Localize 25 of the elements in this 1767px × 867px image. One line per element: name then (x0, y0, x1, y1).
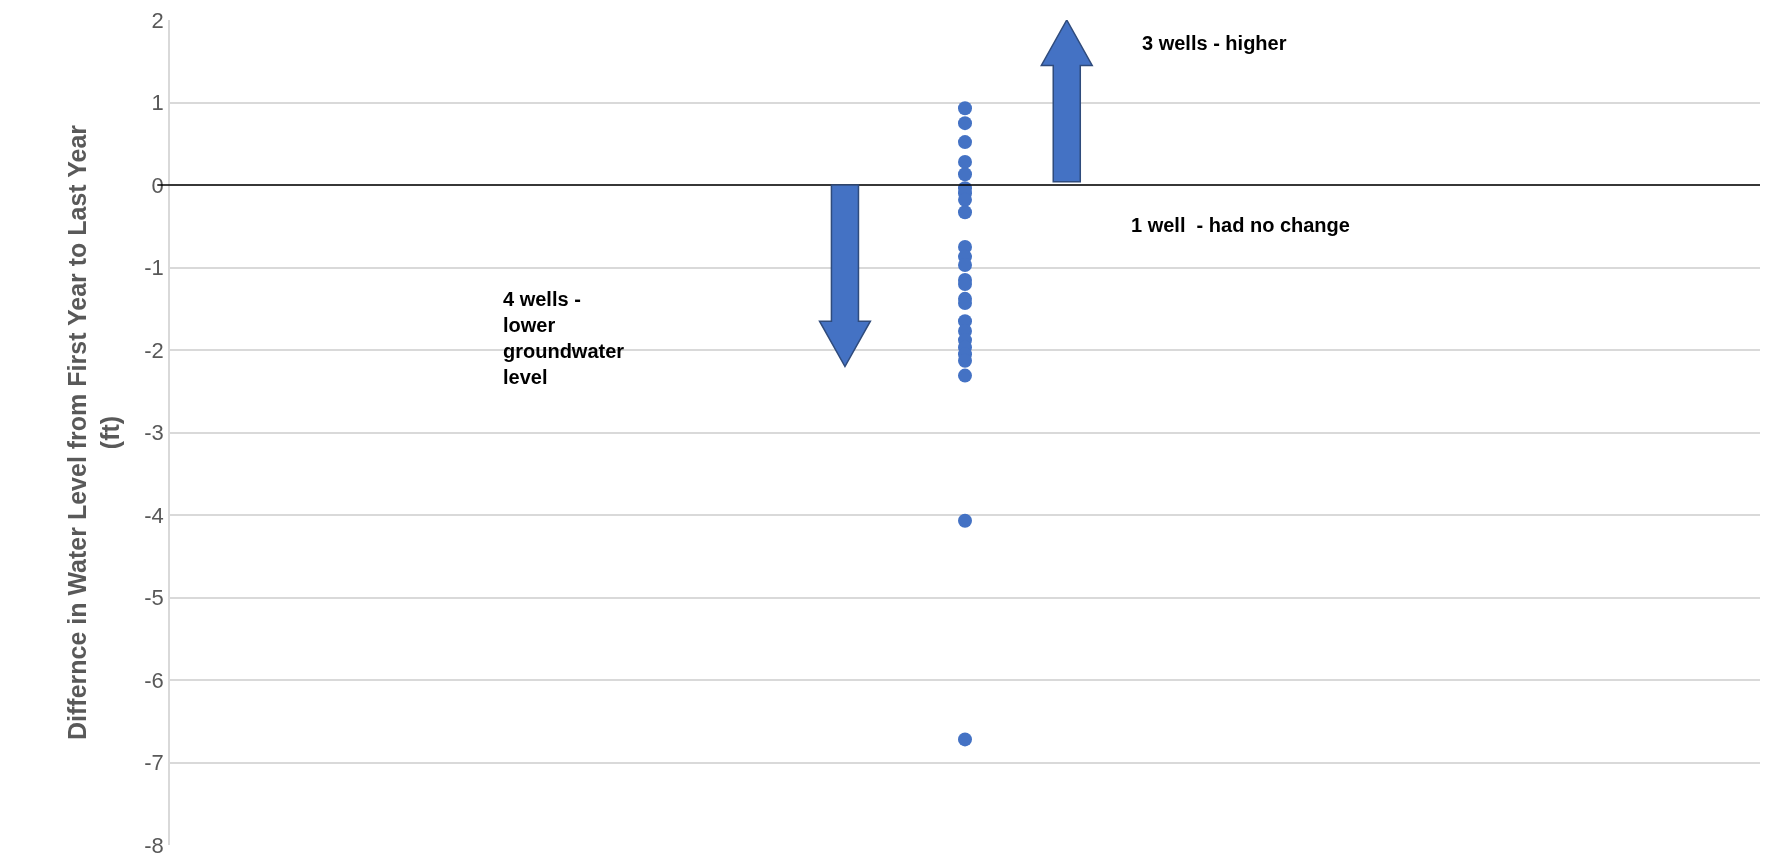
point (958, 167, 972, 182)
annotation: 1 well - had no change (1131, 214, 1350, 236)
y-tick-label: -7 (144, 750, 164, 776)
point (958, 154, 972, 169)
y-axis-title: Differnce in Water Level from First Year to Last Year (ft) (63, 124, 124, 741)
y-tick-label: -8 (144, 832, 164, 858)
point (958, 732, 972, 747)
point (958, 101, 972, 116)
annotation: 4 wells - lower groundwater level (503, 288, 625, 388)
y-tick-label: -5 (144, 585, 164, 611)
y-tick-label: -4 (144, 502, 164, 528)
point (958, 135, 972, 150)
y-tick-label: -1 (144, 255, 164, 281)
y-tick-label: 1 (151, 90, 164, 116)
y-tick-label: 0 (151, 172, 164, 198)
point (958, 258, 972, 273)
y-tick-label: -6 (144, 667, 164, 693)
y-tick-label: 2 (151, 7, 164, 33)
annotation: 3 wells - higher (1142, 32, 1287, 54)
point (958, 116, 972, 131)
point (958, 513, 972, 528)
point (958, 368, 972, 383)
y-tick-label: -2 (144, 337, 164, 363)
y-tick-label: -3 (144, 420, 164, 446)
point (958, 205, 972, 220)
